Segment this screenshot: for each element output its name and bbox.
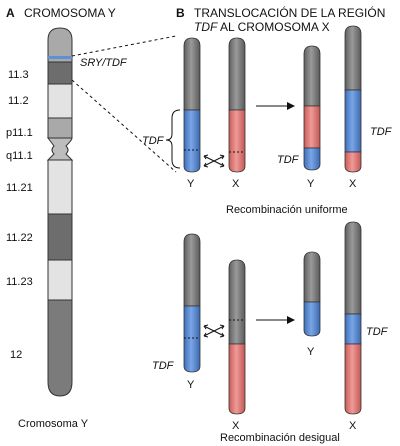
band-label-11-2: 11.2 (8, 95, 29, 107)
uniform-after-y-chromosome (303, 45, 321, 171)
caption-uniform: Recombinación uniforme (226, 204, 348, 216)
label-x-unequal-before: X (232, 420, 240, 432)
uniform-before-y-chromosome (183, 37, 201, 173)
zoom-line-top (71, 35, 177, 57)
uniform-after-x-chromosome (344, 25, 362, 173)
panel-b-title-line1: TRANSLOCACIÓN DE LA REGIÓN (194, 5, 385, 20)
tdf-label-uniform-after-x: TDF (370, 126, 393, 138)
tdf-label-uniform-after-y: TDF (277, 154, 300, 166)
uniform-before-x-chromosome (228, 37, 246, 173)
label-x-unequal-after: X (349, 420, 357, 432)
label-y-uniform-after: Y (307, 178, 315, 190)
band-label-12: 12 (10, 349, 22, 361)
tdf-label-unequal-before: TDF (152, 360, 175, 372)
caption-unequal: Recombinación desigual (220, 432, 340, 444)
panel-b-letter: B (176, 6, 185, 20)
label-y-uniform-before: Y (187, 178, 195, 190)
zoom-line-bottom (71, 79, 177, 173)
band-label-11-21: 11.21 (6, 182, 33, 194)
crossover-arrows-uniform (203, 154, 225, 168)
band-label-11-23: 11.23 (6, 276, 33, 288)
panel-a-letter: A (6, 6, 15, 20)
unequal-before-y-chromosome (183, 233, 201, 373)
sry-band (48, 56, 72, 59)
y-chromosome-ideogram (46, 27, 74, 397)
band-label-p11-1: p11.1 (6, 127, 33, 139)
unequal-after-y-chromosome (303, 251, 321, 337)
panel-b-title-line2: TDF AL CROMOSOMA X (194, 20, 330, 34)
panel-a-title: CROMOSOMA Y (24, 6, 116, 20)
sry-tdf-label: SRY/TDF (80, 57, 128, 69)
panel-a-caption: Cromosoma Y (18, 418, 89, 430)
label-x-uniform-before: X (232, 178, 240, 190)
tdf-label-uniform-before: TDF (142, 135, 165, 147)
band-label-11-3: 11.3 (8, 69, 29, 81)
label-x-uniform-after: X (349, 178, 357, 190)
label-y-unequal-after: Y (307, 346, 315, 358)
label-y-unequal-before: Y (187, 379, 195, 391)
tdf-label-unequal-after-x: TDF (366, 326, 389, 338)
band-label-11-22: 11.22 (6, 232, 33, 244)
unequal-after-x-chromosome (344, 221, 362, 415)
band-label-q11-1: q11.1 (6, 150, 33, 162)
crossover-arrows-unequal (203, 324, 225, 338)
tdf-brace-uniform (165, 109, 181, 169)
unequal-before-x-chromosome (228, 259, 246, 415)
